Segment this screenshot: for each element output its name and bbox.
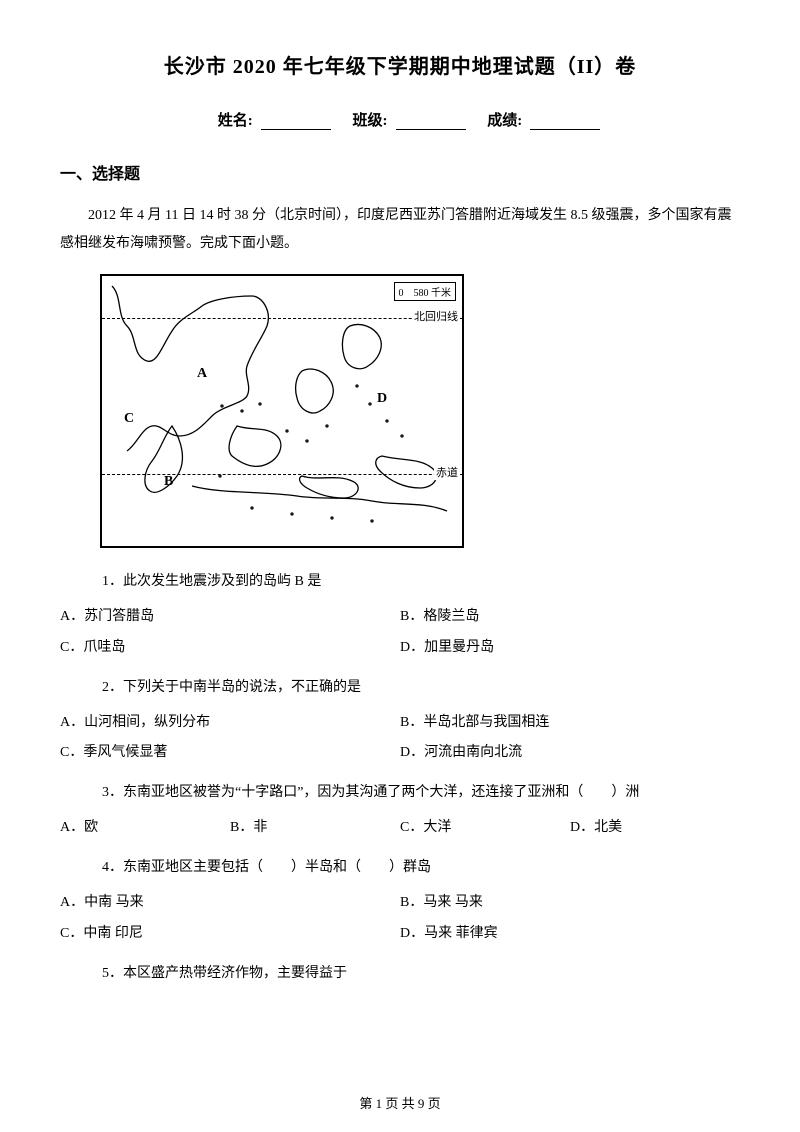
question-number: 3	[102, 785, 109, 800]
question-text: ．本区盛产热带经济作物，主要得益于	[109, 966, 347, 981]
option-b[interactable]: B．格陵兰岛	[400, 602, 740, 633]
footer-suffix: 页	[424, 1096, 440, 1111]
question-text: ．东南亚地区被誉为“十字路口”，因为其沟通了两个大洋，还连接了亚洲和（ ）洲	[109, 785, 639, 800]
map-figure: 0 580 千米 北回归线 赤道 A B C D	[100, 274, 464, 548]
option-d[interactable]: D．马来 菲律宾	[400, 919, 740, 950]
option-c[interactable]: C．爪哇岛	[60, 633, 400, 664]
question-number: 5	[102, 966, 109, 981]
question-5: 5．本区盛产热带经济作物，主要得益于	[60, 960, 740, 988]
question-1: 1．此次发生地震涉及到的岛屿 B 是	[60, 568, 740, 596]
question-3-options: A．欧 B．非 C．大洋 D．北美	[60, 813, 740, 844]
option-a[interactable]: A．中南 马来	[60, 888, 400, 919]
question-text: ．此次发生地震涉及到的岛屿 B 是	[109, 574, 321, 589]
question-4-options: A．中南 马来 B．马来 马来 C．中南 印尼 D．马来 菲律宾	[60, 888, 740, 950]
question-text: ．东南亚地区主要包括（ ）半岛和（ ）群岛	[109, 860, 431, 875]
question-2-options: A．山河相间，纵列分布 B．半岛北部与我国相连 C．季风气候显著 D．河流由南向…	[60, 708, 740, 770]
student-info-line: 姓名: 班级: 成绩:	[60, 109, 740, 130]
exam-title: 长沙市 2020 年七年级下学期期中地理试题（II）卷	[60, 50, 740, 79]
class-blank[interactable]	[396, 115, 466, 130]
map-letter-d: D	[377, 391, 387, 407]
map-letter-a: A	[197, 366, 207, 382]
map-scale: 0 580 千米	[394, 282, 457, 301]
question-4: 4．东南亚地区主要包括（ ）半岛和（ ）群岛	[60, 854, 740, 882]
option-a[interactable]: A．苏门答腊岛	[60, 602, 400, 633]
option-d[interactable]: D．北美	[570, 813, 740, 844]
name-label: 姓名:	[218, 113, 253, 129]
question-number: 2	[102, 680, 109, 695]
option-c[interactable]: C．大洋	[400, 813, 570, 844]
option-b[interactable]: B．半岛北部与我国相连	[400, 708, 740, 739]
map-letter-c: C	[124, 411, 134, 427]
option-b[interactable]: B．非	[230, 813, 400, 844]
tropic-line	[102, 318, 462, 319]
intro-text: 2012 年 4 月 11 日 14 时 38 分（北京时间），印度尼西亚苏门答…	[60, 202, 740, 258]
map-letter-b: B	[164, 474, 173, 490]
name-blank[interactable]	[261, 115, 331, 130]
question-text: ．下列关于中南半岛的说法，不正确的是	[109, 680, 361, 695]
equator-label: 赤道	[434, 464, 460, 480]
question-2: 2．下列关于中南半岛的说法，不正确的是	[60, 674, 740, 702]
option-c[interactable]: C．中南 印尼	[60, 919, 400, 950]
option-c[interactable]: C．季风气候显著	[60, 738, 400, 769]
footer-middle: 页 共	[382, 1096, 418, 1111]
section-1-title: 一、选择题	[60, 160, 740, 184]
page-footer: 第 1 页 共 9 页	[0, 1093, 800, 1112]
score-blank[interactable]	[530, 115, 600, 130]
option-b[interactable]: B．马来 马来	[400, 888, 740, 919]
question-number: 4	[102, 860, 109, 875]
page: 长沙市 2020 年七年级下学期期中地理试题（II）卷 姓名: 班级: 成绩: …	[0, 0, 800, 1132]
equator-line	[102, 474, 462, 475]
question-1-options: A．苏门答腊岛 B．格陵兰岛 C．爪哇岛 D．加里曼丹岛	[60, 602, 740, 664]
score-label: 成绩:	[487, 113, 522, 129]
question-number: 1	[102, 574, 109, 589]
tropic-label: 北回归线	[412, 308, 460, 324]
map-coastline	[102, 276, 462, 546]
option-d[interactable]: D．河流由南向北流	[400, 738, 740, 769]
class-label: 班级:	[353, 113, 388, 129]
question-3: 3．东南亚地区被誉为“十字路口”，因为其沟通了两个大洋，还连接了亚洲和（ ）洲	[60, 779, 740, 807]
option-d[interactable]: D．加里曼丹岛	[400, 633, 740, 664]
option-a[interactable]: A．山河相间，纵列分布	[60, 708, 400, 739]
footer-prefix: 第	[359, 1096, 375, 1111]
option-a[interactable]: A．欧	[60, 813, 230, 844]
